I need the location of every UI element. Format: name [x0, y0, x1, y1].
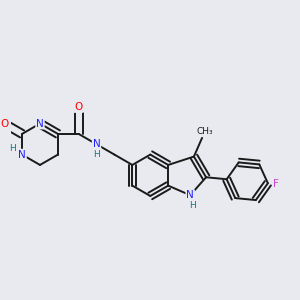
Text: CH₃: CH₃ — [196, 128, 213, 136]
Text: H: H — [189, 201, 196, 210]
Text: H: H — [9, 144, 16, 153]
Text: F: F — [273, 179, 279, 189]
Text: N: N — [36, 118, 44, 129]
Text: O: O — [74, 102, 83, 112]
Text: O: O — [0, 118, 8, 129]
Text: N: N — [186, 190, 194, 200]
Text: N: N — [93, 139, 101, 149]
Text: N: N — [18, 150, 26, 160]
Text: H: H — [93, 150, 100, 159]
